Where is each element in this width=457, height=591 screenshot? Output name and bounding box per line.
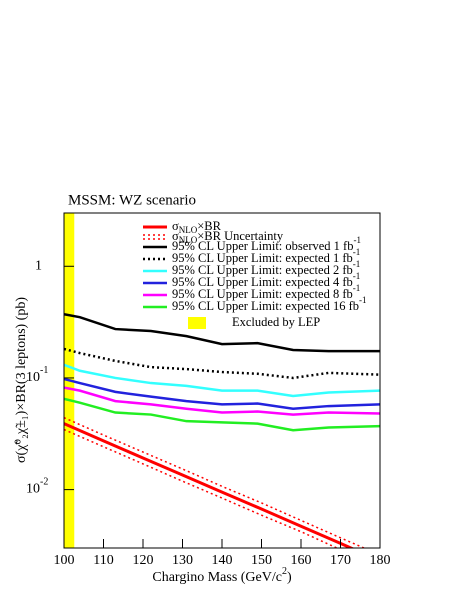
legend-name: 95% CL Upper Limit: observed 1 fb (172, 239, 353, 253)
legend-tail: ×BR Uncertainty (197, 229, 284, 243)
x-tick-label: 120 (133, 553, 154, 568)
legend-sup: -1 (353, 271, 361, 281)
legend-sub: NLO (179, 225, 198, 235)
x-label-sup: 2 (282, 566, 287, 577)
legend-swatch (188, 317, 206, 329)
y-axis-label: σ(χ̃⁰₂χ̃±₁)×BR(3 leptons) (pb) (14, 297, 29, 463)
legend-label: 95% CL Upper Limit: expected 4 fb-1 (172, 271, 360, 289)
y-tick-base: 10 (26, 370, 40, 385)
legend-label: 95% CL Upper Limit: expected 8 fb-1 (172, 283, 360, 301)
legend-name: 95% CL Upper Limit: expected 16 fb (172, 299, 359, 313)
legend-name: 95% CL Upper Limit: expected 4 fb (172, 275, 353, 289)
series-line (64, 363, 380, 398)
x-tick-label: 110 (93, 553, 113, 568)
x-label-end: ) (287, 570, 292, 585)
series-line (64, 422, 355, 548)
y-tick-exponent: -2 (40, 477, 48, 488)
plot-curves (64, 313, 380, 548)
x-tick-label: 150 (251, 553, 272, 568)
series-line (64, 397, 380, 432)
legend-sup: -1 (353, 283, 361, 293)
x-tick-label: 130 (172, 553, 193, 568)
legend-sup: -1 (353, 235, 361, 245)
legend-sup: -1 (359, 295, 367, 305)
series-line (64, 377, 380, 410)
series-line (64, 313, 380, 353)
series-line (64, 386, 380, 416)
legend-name: 95% CL Upper Limit: expected 8 fb (172, 287, 353, 301)
legend-name: 95% CL Upper Limit: expected 1 fb (172, 251, 353, 265)
legend-label: 95% CL Upper Limit: expected 1 fb-1 (172, 247, 360, 265)
legend-label: 95% CL Upper Limit: expected 2 fb-1 (172, 259, 360, 277)
x-tick-label: 160 (291, 553, 312, 568)
uncertainty-upper (64, 416, 366, 548)
y-tick-base: 10 (26, 482, 40, 497)
legend-name: σ (172, 229, 179, 243)
y-tick-label: 10-2 (26, 477, 48, 497)
legend-label: Excluded by LEP (232, 315, 320, 329)
legend-label: 95% CL Upper Limit: expected 16 fb-1 (172, 295, 367, 313)
legend-sub: NLO (179, 235, 198, 245)
legend-tail: ×BR (197, 219, 221, 233)
x-tick-label: 170 (330, 553, 351, 568)
legend-name: 95% CL Upper Limit: expected 2 fb (172, 263, 353, 277)
y-tick-exponent: -1 (40, 365, 48, 376)
x-label-text: Chargino Mass (GeV/c (152, 570, 282, 585)
legend-sup: -1 (353, 259, 361, 269)
x-tick-label: 100 (54, 553, 75, 568)
legend-sup: -1 (353, 247, 361, 257)
legend-label: σNLO×BR (172, 219, 222, 235)
legend-label: 95% CL Upper Limit: observed 1 fb-1 (172, 235, 361, 253)
series-line (64, 347, 380, 380)
x-axis-label: Chargino Mass (GeV/c2) (152, 566, 292, 585)
x-tick-label: 140 (212, 553, 233, 568)
uncertainty-lower (64, 428, 339, 548)
chart-title: MSSM: WZ scenario (68, 192, 196, 208)
legend-label: σNLO×BR Uncertainty (172, 229, 284, 245)
y-tick-label: 1 (35, 258, 42, 273)
legend-name: σ (172, 219, 179, 233)
x-tick-label: 180 (370, 553, 391, 568)
y-tick-label: 10-1 (26, 365, 48, 385)
